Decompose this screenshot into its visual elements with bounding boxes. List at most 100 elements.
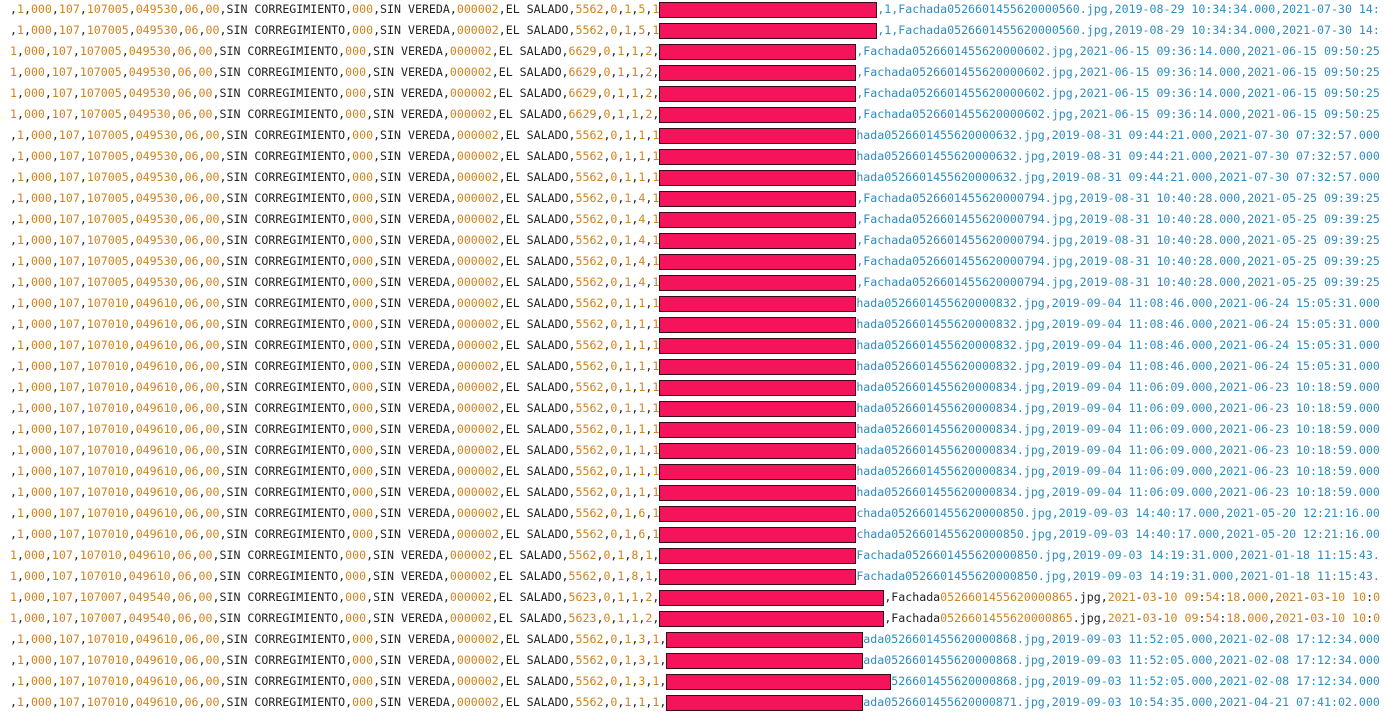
text-token: , bbox=[79, 296, 87, 310]
line-left-text: ,1,000,107,107010,049610,06,00,SIN CORRE… bbox=[10, 398, 659, 419]
text-token: , bbox=[198, 212, 206, 226]
text-token: , bbox=[603, 506, 611, 520]
number-token: 107 bbox=[51, 548, 73, 562]
text-token: , bbox=[624, 44, 632, 58]
number-token: 0 bbox=[603, 44, 611, 58]
text-token: , bbox=[51, 128, 59, 142]
number-token: 000 bbox=[30, 296, 52, 310]
number-token: 049530 bbox=[135, 275, 178, 289]
line-left-text: ,1,000,107,107010,049610,06,00,SIN CORRE… bbox=[10, 335, 659, 356]
text-token: , bbox=[631, 359, 639, 373]
number-token: 1 bbox=[645, 548, 653, 562]
number-token: 1 bbox=[652, 23, 660, 37]
text-token: , bbox=[51, 23, 59, 37]
number-token: 1 bbox=[624, 296, 632, 310]
number-token: 107007 bbox=[79, 611, 122, 625]
number-token: 049610 bbox=[135, 527, 178, 541]
line-left-text: 1,000,107,107010,049610,06,00,SIN CORREG… bbox=[10, 566, 659, 587]
number-token: 1 bbox=[624, 191, 632, 205]
text-token: , bbox=[177, 422, 185, 436]
number-token: 049530 bbox=[135, 23, 178, 37]
line-left-text: ,1,000,107,107010,049610,06,00,SIN CORRE… bbox=[10, 440, 659, 461]
number-token: 06 bbox=[184, 653, 199, 667]
text-token: - bbox=[1324, 611, 1332, 625]
text-token: , bbox=[198, 128, 206, 142]
line-left-text: ,1,000,107,107010,049610,06,00,SIN CORRE… bbox=[10, 314, 659, 335]
number-token: 06 bbox=[184, 275, 199, 289]
line-right-text: ,Fachada0526601455620000794.jpg,2019-08-… bbox=[856, 275, 1380, 289]
number-token: 107 bbox=[58, 275, 80, 289]
text-token: , bbox=[638, 569, 646, 583]
number-token: 5 bbox=[638, 2, 646, 16]
number-token: 1 bbox=[624, 443, 632, 457]
number-token: 000 bbox=[30, 317, 52, 331]
number-token: 049540 bbox=[128, 590, 171, 604]
text-token: , bbox=[645, 23, 653, 37]
text-token: , bbox=[1268, 611, 1276, 625]
number-token: 1 bbox=[16, 485, 24, 499]
text-token: , bbox=[10, 674, 17, 688]
number-token: 1 bbox=[16, 653, 24, 667]
number-token: 000 bbox=[352, 296, 374, 310]
text-token: , bbox=[121, 65, 129, 79]
number-token: 049530 bbox=[135, 2, 178, 16]
number-token: 000 bbox=[352, 422, 374, 436]
number-token: 000002 bbox=[456, 296, 499, 310]
text-token: , bbox=[10, 422, 17, 436]
text-token: , bbox=[191, 86, 199, 100]
number-token: 049610 bbox=[135, 632, 178, 646]
number-token: 000 bbox=[352, 485, 374, 499]
text-token: ,SIN VEREDA, bbox=[373, 23, 457, 37]
text-line: ,1,000,107,107005,049530,06,00,SIN CORRE… bbox=[10, 251, 1380, 272]
number-token: 5562 bbox=[568, 548, 597, 562]
number-token: 000 bbox=[30, 401, 52, 415]
text-token: ,EL SALADO, bbox=[498, 212, 576, 226]
number-token: 00 bbox=[205, 422, 220, 436]
line-left-text: ,1,000,107,107005,049530,06,00,SIN CORRE… bbox=[10, 209, 659, 230]
text-token: , bbox=[645, 275, 653, 289]
text-token: , bbox=[44, 44, 52, 58]
text-token: , bbox=[72, 548, 80, 562]
text-token: , bbox=[16, 44, 24, 58]
number-token: 049530 bbox=[135, 191, 178, 205]
text-token: , bbox=[16, 590, 24, 604]
text-token: , bbox=[128, 443, 136, 457]
number-token: 5562 bbox=[575, 338, 604, 352]
text-token: , bbox=[128, 275, 136, 289]
text-token: ,EL SALADO, bbox=[491, 548, 569, 562]
text-token: ,EL SALADO, bbox=[498, 23, 576, 37]
number-token: 107005 bbox=[79, 86, 122, 100]
text-token: , bbox=[79, 485, 87, 499]
text-token: , bbox=[645, 359, 653, 373]
text-token: , bbox=[23, 23, 31, 37]
text-token: , bbox=[631, 380, 639, 394]
text-token: , bbox=[51, 527, 59, 541]
text-token: , bbox=[198, 338, 206, 352]
line-right-text: hada0526601455620000832.jpg,2019-09-04 1… bbox=[856, 317, 1380, 331]
text-token: ,Fachada bbox=[884, 611, 941, 625]
number-token: 049530 bbox=[128, 44, 171, 58]
number-token: 1 bbox=[638, 149, 646, 163]
number-token: 1 bbox=[16, 2, 24, 16]
number-token: 5562 bbox=[575, 506, 604, 520]
text-token: ,EL SALADO, bbox=[498, 233, 576, 247]
number-token: 000 bbox=[352, 653, 374, 667]
number-token: 000 bbox=[23, 569, 45, 583]
text-token: , bbox=[51, 674, 59, 688]
redaction-box bbox=[659, 253, 857, 270]
text-token: , bbox=[72, 107, 80, 121]
line-right-text: ,Fachada0526601455620000602.jpg,2021-06-… bbox=[856, 86, 1380, 100]
text-token: , bbox=[177, 317, 185, 331]
number-token: 2 bbox=[645, 65, 653, 79]
text-token: , bbox=[617, 485, 625, 499]
text-token: ,SIN CORREGIMIENTO, bbox=[212, 86, 346, 100]
number-token: 000 bbox=[30, 653, 52, 667]
text-token: , bbox=[631, 485, 639, 499]
text-token: , bbox=[79, 233, 87, 247]
number-token: 049610 bbox=[135, 317, 178, 331]
text-token: : bbox=[1219, 611, 1227, 625]
text-token: , bbox=[603, 2, 611, 16]
text-token: , bbox=[10, 23, 17, 37]
text-token: ,SIN CORREGIMIENTO, bbox=[212, 107, 346, 121]
number-token: 000002 bbox=[456, 632, 499, 646]
